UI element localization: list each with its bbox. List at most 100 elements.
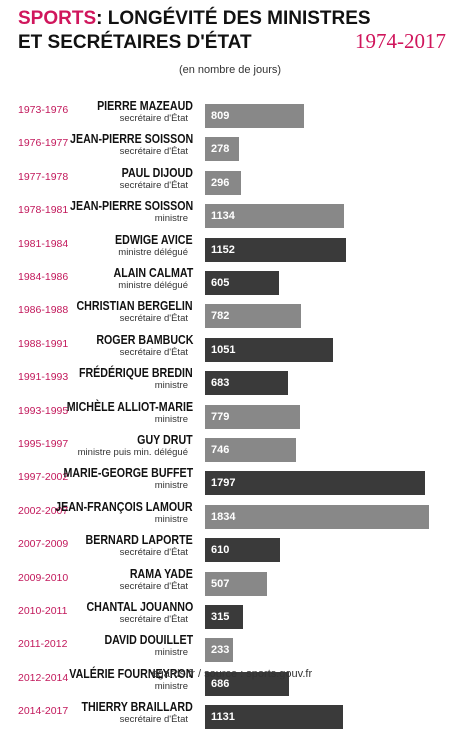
bar xyxy=(205,137,239,162)
row-name-label: MARIE-GEORGE BUFFET xyxy=(63,465,193,481)
bar xyxy=(205,237,346,262)
chart-row: 2014-2017 THIERRY BRAILLARD secrétaire d'É… xyxy=(0,699,460,732)
row-name-label: EDWIGE AVICE xyxy=(115,231,193,247)
bar xyxy=(205,471,425,496)
row-years-label: 2009-2010 xyxy=(18,571,69,584)
row-years-label: 1991-1993 xyxy=(18,371,69,384)
bar-value-label: 278 xyxy=(211,143,230,156)
row-years-label: 1997-2002 xyxy=(18,471,69,484)
bar-value-label: 233 xyxy=(211,644,230,657)
row-name-label: VALÉRIE FOURNEYRON xyxy=(68,665,193,681)
row-name-label: JEAN-PIERRE SOISSON xyxy=(69,131,193,147)
chart-row: 1981-1984 EDWIGE AVICE ministre délégué 115… xyxy=(0,232,460,265)
bar-value-label: 315 xyxy=(211,611,230,623)
row-years-label: 1993-1995 xyxy=(18,404,69,417)
title-rest: : LONGÉVITÉ DES MINISTRES xyxy=(96,8,371,29)
row-name-label: PIERRE MAZEAUD xyxy=(97,98,193,113)
bar xyxy=(205,271,279,295)
row-years-label: 1981-1984 xyxy=(18,237,69,250)
bar-value-label: 605 xyxy=(211,277,230,289)
bar xyxy=(205,638,233,663)
bar-value-label: 610 xyxy=(211,544,230,557)
bar xyxy=(205,371,288,396)
bar xyxy=(205,337,333,362)
bar xyxy=(205,538,280,563)
row-years-label: 2014-2017 xyxy=(18,705,69,718)
bar xyxy=(205,304,301,329)
chart-subtitle: (en nombre de jours) xyxy=(178,64,282,76)
bar-value-label: 1152 xyxy=(211,243,235,256)
row-role-label: secrétaire d'État xyxy=(119,614,188,625)
row-years-label: 2007-2009 xyxy=(18,538,69,551)
chart-row: 2007-2009 BERNARD LAPORTE secrétaire d'Éta… xyxy=(0,532,460,565)
row-name-label: CHRISTIAN BERGELIN xyxy=(76,298,193,314)
row-name-label: ALAIN CALMAT xyxy=(113,265,193,280)
bar-value-label: 683 xyxy=(211,377,230,390)
chart-row: 1978-1981 JEAN-PIERRE SOISSON ministre 1134 xyxy=(0,198,460,231)
bar-value-label: 779 xyxy=(211,410,230,423)
bar-value-label: 507 xyxy=(211,577,230,590)
title-line-1: SPORTS : LONGÉVITÉ DES MINISTRES xyxy=(18,8,446,30)
chart-row: 2002-2007 JEAN-FRANÇOIS LAMOUR ministre 183… xyxy=(0,499,460,532)
row-years-label: 1978-1981 xyxy=(18,204,69,217)
row-name-label: CHANTAL JOUANNO xyxy=(86,599,193,614)
row-years-label: 2010-2011 xyxy=(18,605,68,617)
row-years-label: 1995-1997 xyxy=(18,438,69,450)
chart-row: 1991-1993 FRÉDÉRIQUE BREDIN ministre 683 xyxy=(0,365,460,398)
row-name-label: JEAN-FRANÇOIS LAMOUR xyxy=(55,498,193,514)
row-years-label: 1988-1991 xyxy=(18,337,69,350)
row-name-label: RAMA YADE xyxy=(130,565,193,581)
title-line-2-text: ET SECRÉTAIRES D'ÉTAT xyxy=(18,32,252,53)
row-role-label: ministre xyxy=(154,647,188,659)
bar xyxy=(205,170,241,195)
row-years-label: 1973-1976 xyxy=(18,104,69,116)
row-years-label: 2002-2007 xyxy=(18,504,69,517)
chart-title: SPORTS : LONGÉVITÉ DES MINISTRES ET SECR… xyxy=(18,8,446,54)
chart-row: 1973-1976 PIERRE MAZEAUD secrétaire d'État… xyxy=(0,98,460,131)
row-role-label: ministre délégué xyxy=(118,280,188,291)
bar-value-label: 1051 xyxy=(211,343,236,356)
bar-value-label: 296 xyxy=(211,176,230,189)
title-accent: SPORTS xyxy=(18,8,97,29)
row-name-label: ROGER BAMBUCK xyxy=(95,331,193,347)
chart-row: 1997-2002 MARIE-GEORGE BUFFET ministre 1797 xyxy=(0,465,460,498)
source-footer: regards.fr / source : sports.gouv.fr xyxy=(147,668,313,680)
row-name-label: DAVID DOUILLET xyxy=(104,632,193,648)
bar-value-label: 782 xyxy=(211,310,230,323)
row-name-label: MICHÈLE ALLIOT-MARIE xyxy=(66,398,193,414)
row-role-label: ministre xyxy=(154,480,188,492)
bar xyxy=(205,571,267,596)
chart-row: 2009-2010 RAMA YADE secrétaire d'État 507 xyxy=(0,566,460,599)
row-role-label: ministre xyxy=(154,513,188,525)
row-role-label: secrétaire d'État xyxy=(119,146,188,158)
row-name-label: FRÉDÉRIQUE BREDIN xyxy=(79,365,193,381)
row-role-label: ministre xyxy=(154,680,188,692)
title-line-2: ET SECRÉTAIRES D'ÉTAT 1974-2017 xyxy=(18,30,446,54)
bar-value-label: 809 xyxy=(211,110,230,122)
row-role-label: secrétaire d'État xyxy=(119,714,188,726)
row-role-label: ministre xyxy=(154,213,188,225)
chart-row: 1995-1997 GUY DRUT ministre puis min. délé… xyxy=(0,432,460,465)
bar-value-label: 746 xyxy=(211,444,230,456)
row-role-label: ministre délégué xyxy=(118,246,188,258)
chart-row: 1988-1991 ROGER BAMBUCK secrétaire d'État 1… xyxy=(0,332,460,365)
row-role-label: ministre puis min. délégué xyxy=(77,447,188,458)
bar-value-label: 1134 xyxy=(211,210,235,223)
row-role-label: secrétaire d'État xyxy=(119,313,188,325)
chart-row: 1977-1978 PAUL DIJOUD secrétaire d'État 296 xyxy=(0,165,460,198)
row-name-label: JEAN-PIERRE SOISSON xyxy=(69,198,193,214)
bar-value-label: 1797 xyxy=(211,477,236,490)
bar xyxy=(205,605,243,629)
row-role-label: secrétaire d'État xyxy=(119,580,188,592)
row-name-label: GUY DRUT xyxy=(137,432,193,447)
row-role-label: secrétaire d'État xyxy=(119,547,188,559)
row-years-label: 1986-1988 xyxy=(18,304,69,317)
row-name-label: BERNARD LAPORTE xyxy=(85,532,193,548)
row-role-label: secrétaire d'État xyxy=(119,113,188,124)
chart-row: 1984-1986 ALAIN CALMAT ministre délégué 605 xyxy=(0,265,460,298)
bar xyxy=(205,404,300,429)
chart-row: 1976-1977 JEAN-PIERRE SOISSON secrétaire d… xyxy=(0,131,460,164)
bar xyxy=(205,438,296,462)
row-name-label: PAUL DIJOUD xyxy=(121,164,193,180)
chart-row: 1986-1988 CHRISTIAN BERGELIN secrétaire d'… xyxy=(0,298,460,331)
